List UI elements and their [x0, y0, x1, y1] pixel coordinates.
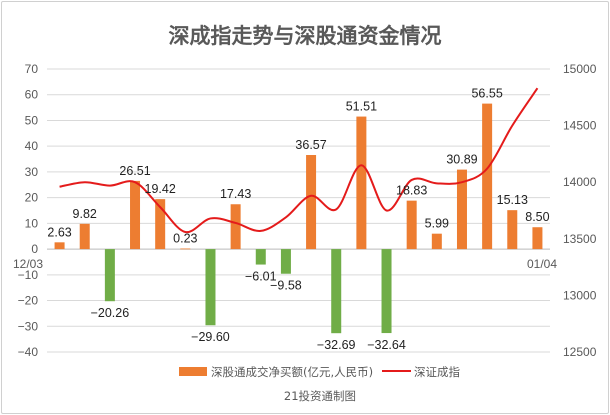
legend-line-label: 深证成指: [414, 365, 460, 379]
data-label: 9.82: [73, 207, 97, 221]
right-tick-label: 14500: [563, 119, 597, 133]
right-tick-label: 15000: [563, 62, 597, 76]
data-label: 15.13: [497, 193, 528, 207]
left-tick-label: 30: [25, 165, 39, 179]
bar: [79, 223, 90, 250]
bar-series: [54, 103, 543, 334]
bar: [331, 249, 342, 334]
left-tick-label: 40: [25, 139, 39, 153]
data-label: −32.64: [367, 338, 406, 352]
line-series: [59, 87, 539, 234]
left-tick-label: 20: [25, 191, 39, 205]
bar: [180, 248, 191, 250]
left-tick-label: −10: [18, 268, 39, 282]
bar: [280, 249, 291, 274]
bar: [356, 116, 367, 250]
legend: 深股通成交净买额(亿元,人民币) 深证成指: [179, 365, 460, 379]
bar: [532, 227, 543, 250]
left-tick-label: −30: [18, 319, 39, 333]
bar: [482, 103, 493, 250]
bar: [456, 169, 467, 250]
data-label: −32.69: [317, 338, 356, 352]
bar: [104, 249, 115, 302]
data-label: −9.58: [270, 279, 302, 293]
data-labels: 2.639.82 −20.26 26.51 19.42 0.23 −29.60 17.43 −…: [47, 87, 549, 353]
legend-bar-swatch: [179, 367, 207, 376]
left-tick-label: −20: [18, 294, 39, 308]
bar: [381, 249, 392, 334]
bar: [205, 249, 216, 326]
data-label: 8.50: [525, 210, 549, 224]
data-label: 18.83: [396, 184, 427, 198]
right-tick-label: 13500: [563, 232, 597, 246]
chart-title: 深成指走势与深股通资金情况: [169, 24, 442, 48]
bar: [507, 210, 518, 250]
data-label: 19.42: [145, 182, 176, 196]
left-tick-label: 60: [25, 88, 39, 102]
left-tick-label: 0: [31, 242, 38, 256]
right-tick-label: 12500: [563, 345, 597, 359]
bar: [255, 249, 266, 265]
data-label: 0.23: [173, 231, 197, 245]
bar: [431, 233, 442, 250]
bar: [406, 200, 417, 250]
data-label: 56.55: [471, 87, 502, 101]
left-tick-label: 50: [25, 113, 39, 127]
source-label: 21投资通制图: [284, 389, 356, 403]
data-label: 36.57: [295, 138, 326, 152]
data-label: −29.60: [191, 330, 230, 344]
x-end-label: 01/04: [527, 257, 557, 271]
bar: [230, 204, 241, 250]
data-label: 17.43: [220, 187, 251, 201]
axis-ticks: −40 −30 −20 −10 0 10 20 30 40 50 60 70 12500 13000 135…: [18, 62, 597, 359]
x-start-label: 12/03: [13, 257, 43, 271]
left-tick-label: 10: [25, 216, 39, 230]
bar: [130, 180, 141, 250]
bar: [306, 155, 317, 250]
bar: [54, 242, 65, 250]
data-label: 26.51: [119, 164, 150, 178]
data-label: 5.99: [425, 217, 449, 231]
data-label: 2.63: [47, 225, 71, 239]
data-label: −6.01: [245, 270, 277, 284]
index-line: [59, 87, 539, 234]
left-tick-label: −40: [18, 345, 39, 359]
data-label: 51.51: [346, 100, 377, 114]
bar: [155, 199, 166, 250]
right-tick-label: 14000: [563, 175, 597, 189]
left-tick-label: 70: [25, 62, 39, 76]
right-tick-label: 13000: [563, 288, 597, 302]
legend-bar-label: 深股通成交净买额(亿元,人民币): [211, 365, 373, 379]
data-label: 30.89: [446, 153, 477, 167]
data-label: −20.26: [91, 306, 130, 320]
